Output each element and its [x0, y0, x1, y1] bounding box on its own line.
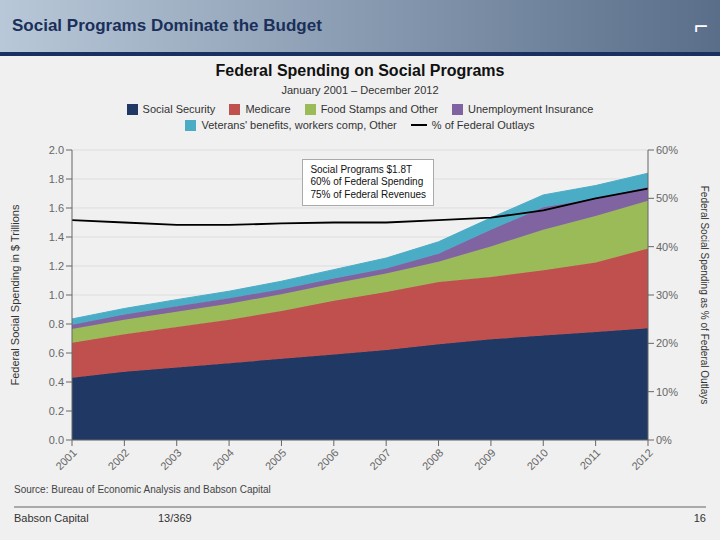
svg-text:1.0: 1.0 — [49, 289, 64, 301]
html-text:Federal Spending on Social Pro: Federal Spending on Social Programs — [215, 62, 505, 79]
svg-text:2002: 2002 — [106, 446, 132, 472]
svg-text:0.2: 0.2 — [49, 405, 64, 417]
html-text:Babson Capital: Babson Capital — [14, 512, 89, 524]
html-text:Food Stamps and Other: Food Stamps and Other — [320, 103, 438, 115]
svg-text:2004: 2004 — [210, 446, 236, 472]
svg-text:2005: 2005 — [263, 446, 289, 472]
svg-text:40%: 40% — [656, 241, 678, 253]
svg-text:50%: 50% — [656, 192, 678, 204]
svg-text:60%: 60% — [656, 144, 678, 156]
html-text:January 2001 – December 2012: January 2001 – December 2012 — [281, 84, 439, 96]
svg-text:2003: 2003 — [158, 446, 184, 472]
svg-text:1.2: 1.2 — [49, 260, 64, 272]
html-text:Social Security: Social Security — [142, 103, 216, 115]
svg-text:1.4: 1.4 — [49, 231, 64, 243]
svg-text:2001: 2001 — [53, 446, 79, 472]
svg-text:30%: 30% — [656, 289, 678, 301]
svg-text:0.8: 0.8 — [49, 318, 64, 330]
svg-text:Federal Social Spending in $ T: Federal Social Spending in $ Trillions — [9, 204, 21, 385]
html-text:Social Programs $1.8T 60% of F: Social Programs $1.8T 60% of Federal Spe… — [310, 163, 426, 200]
svg-text:0.0: 0.0 — [49, 434, 64, 446]
svg-text:2012: 2012 — [629, 446, 655, 472]
html-text:16: 16 — [693, 512, 706, 524]
html-text:Source: Bureau of Economic Ana: Source: Bureau of Economic Analysis and … — [14, 484, 271, 495]
svg-text:1.6: 1.6 — [49, 202, 64, 214]
svg-text:2009: 2009 — [472, 446, 498, 472]
html-text:Veterans' benefits, workers co: Veterans' benefits, workers comp, Other — [201, 119, 397, 131]
svg-text:2008: 2008 — [420, 446, 446, 472]
svg-text:2006: 2006 — [315, 446, 341, 472]
svg-text:2011: 2011 — [577, 446, 602, 471]
svg-text:0.6: 0.6 — [49, 347, 64, 359]
svg-text:0%: 0% — [656, 434, 672, 446]
html-text:Social Programs Dominate the B: Social Programs Dominate the Budget — [12, 16, 322, 35]
svg-text:Federal Social Spending as % o: Federal Social Spending as % of Federal … — [699, 186, 710, 404]
svg-text:0.4: 0.4 — [49, 376, 64, 388]
svg-text:2007: 2007 — [367, 446, 393, 472]
svg-text:10%: 10% — [656, 386, 678, 398]
html-text:Medicare: Medicare — [245, 103, 291, 115]
svg-text:2010: 2010 — [524, 446, 550, 472]
html-text:Unemployment Insurance: Unemployment Insurance — [468, 103, 594, 115]
svg-text:1.8: 1.8 — [49, 173, 64, 185]
svg-text:2.0: 2.0 — [49, 144, 64, 156]
svg-text:20%: 20% — [656, 337, 678, 349]
html-text:% of Federal Outlays: % of Federal Outlays — [431, 119, 535, 131]
html-text:13/369: 13/369 — [158, 512, 192, 524]
